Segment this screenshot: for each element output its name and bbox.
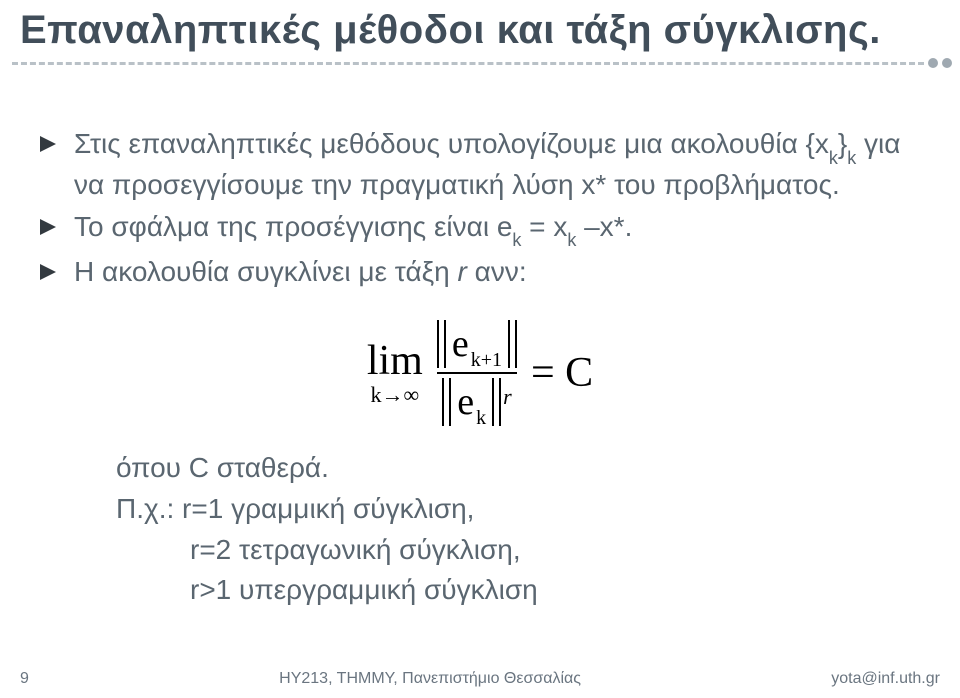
text: όπου [116,452,189,483]
text: e [457,380,474,424]
text: Στις επαναληπτικές μεθόδους υπολογίζουμε… [74,128,829,159]
footer-email: yota@inf.uth.gr [831,670,940,688]
equals-c: = C [531,349,593,397]
norm-bar-right [492,378,501,426]
content-area: Στις επαναληπτικές μεθόδους υπολογίζουμε… [0,69,960,611]
bullet-1-text: Στις επαναληπτικές μεθόδους υπολογίζουμε… [74,125,920,204]
bullet-3: Η ακολουθία συγκλίνει με τάξη r ανν: [40,253,920,291]
text: Η ακολουθία συγκλίνει με τάξη [74,256,458,287]
lim-operator: lim k→∞ [367,340,423,406]
example-line-2: r=2 τετραγωνική σύγκλιση, [116,530,920,571]
text: k [370,382,381,407]
numerator: ek+1 [437,320,517,368]
text: e [452,322,469,366]
lim-text: lim [367,340,423,382]
subscript: k [476,407,486,430]
italic-r: r [458,256,467,287]
example-line-1: Π.χ.: r=1 γραμμική σύγκλιση, [116,489,920,530]
formula: lim k→∞ ek+1 ek [40,320,920,426]
bullet-2: Το σφάλμα της προσέγγισης είναι ek = xk … [40,208,920,249]
italic-c: C [189,452,209,483]
text: } [838,128,847,159]
page-number: 9 [20,670,29,688]
text: –x*. [576,211,632,242]
example-line-3: r>1 υπεργραμμική σύγκλιση [116,570,920,611]
after-formula: όπου C σταθερά. Π.χ.: r=1 γραμμική σύγκλ… [40,448,920,610]
fraction: ek+1 ek r [437,320,517,426]
subscript: k [829,148,838,168]
text: = x [521,211,567,242]
norm-bar-left [437,320,446,368]
bullet-2-text: Το σφάλμα της προσέγγισης είναι ek = xk … [74,208,632,249]
page-title: Επαναληπτικές μέθοδοι και τάξη σύγκλισης… [20,8,940,53]
fraction-line [437,372,517,374]
norm-bar-right [508,320,517,368]
denominator: ek r [442,378,511,426]
bullet-icon [40,219,60,235]
norm-bar-left [442,378,451,426]
subscript: k [567,230,576,250]
subscript: k+1 [471,349,502,372]
subscript: k [847,148,856,168]
footer-center: ΗΥ213, ΤΗΜΜΥ, Πανεπιστήμιο Θεσσαλίας [279,670,581,688]
bullet-icon [40,264,60,280]
where-c-line: όπου C σταθερά. [116,448,920,489]
bullet-3-text: Η ακολουθία συγκλίνει με τάξη r ανν: [74,253,527,291]
text: ανν: [467,256,527,287]
bullet-icon [40,136,60,152]
subscript: k [512,230,521,250]
footer: 9 ΗΥ213, ΤΗΜΜΥ, Πανεπιστήμιο Θεσσαλίας y… [0,670,960,688]
lim-sub: k→∞ [370,384,419,406]
text: →∞ [381,382,419,407]
text: σταθερά. [209,452,329,483]
bullet-1: Στις επαναληπτικές μεθόδους υπολογίζουμε… [40,125,920,204]
exponent-r: r [503,384,512,410]
text: Το σφάλμα της προσέγγισης είναι e [74,211,512,242]
title-divider [12,59,948,69]
